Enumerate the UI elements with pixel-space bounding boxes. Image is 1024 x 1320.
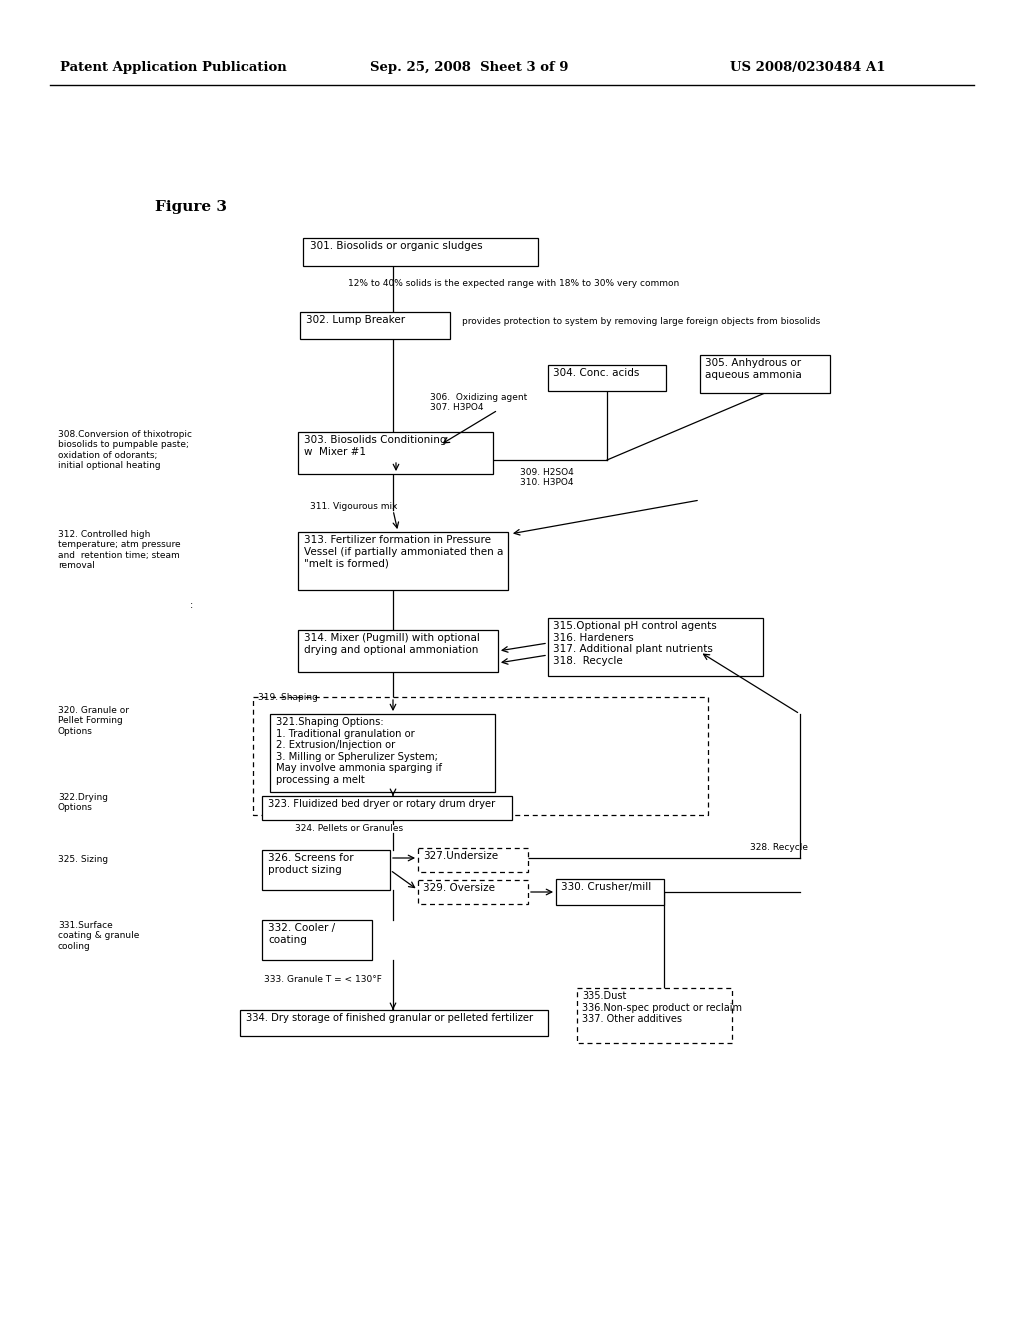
Bar (418, 880, 528, 904)
Bar (298, 630, 498, 672)
Text: 305. Anhydrous or
aqueous ammonia: 305. Anhydrous or aqueous ammonia (705, 358, 802, 380)
Text: 320. Granule or
Pellet Forming
Options: 320. Granule or Pellet Forming Options (58, 706, 129, 735)
Text: Sep. 25, 2008  Sheet 3 of 9: Sep. 25, 2008 Sheet 3 of 9 (370, 62, 568, 74)
Text: 322.Drying
Options: 322.Drying Options (58, 793, 108, 812)
Bar (556, 879, 664, 906)
Text: 330. Crusher/mill: 330. Crusher/mill (561, 882, 651, 892)
Text: 321.Shaping Options:
1. Traditional granulation or
2. Extrusion/Injection or
3. : 321.Shaping Options: 1. Traditional gran… (276, 717, 442, 785)
Bar (253, 697, 708, 814)
Bar (240, 1010, 548, 1036)
Text: 335.Dust
336.Non-spec product or reclaim
337. Other additives: 335.Dust 336.Non-spec product or reclaim… (582, 991, 742, 1024)
Text: 323. Fluidized bed dryer or rotary drum dryer: 323. Fluidized bed dryer or rotary drum … (268, 799, 496, 809)
Text: 309. H2SO4
310. H3PO4: 309. H2SO4 310. H3PO4 (520, 469, 573, 487)
Text: 306.  Oxidizing agent
307. H3PO4: 306. Oxidizing agent 307. H3PO4 (430, 393, 527, 412)
Text: 301. Biosolids or organic sludges: 301. Biosolids or organic sludges (310, 242, 482, 251)
Bar (298, 432, 493, 474)
Bar (418, 847, 528, 873)
Text: 315.Optional pH control agents
316. Hardeners
317. Additional plant nutrients
31: 315.Optional pH control agents 316. Hard… (553, 620, 717, 665)
Bar (577, 987, 732, 1043)
Bar (548, 618, 763, 676)
Bar (262, 920, 372, 960)
Text: 332. Cooler /
coating: 332. Cooler / coating (268, 923, 335, 945)
Text: 308.Conversion of thixotropic
biosolids to pumpable paste;
oxidation of odorants: 308.Conversion of thixotropic biosolids … (58, 430, 193, 470)
Text: 312. Controlled high
temperature; atm pressure
and  retention time; steam
remova: 312. Controlled high temperature; atm pr… (58, 531, 180, 570)
Bar (303, 238, 538, 267)
Text: 325. Sizing: 325. Sizing (58, 855, 109, 865)
Text: 331.Surface
coating & granule
cooling: 331.Surface coating & granule cooling (58, 921, 139, 950)
Text: 311. Vigourous mix: 311. Vigourous mix (310, 502, 397, 511)
Text: 324. Pellets or Granules: 324. Pellets or Granules (295, 824, 403, 833)
Text: 329. Oversize: 329. Oversize (423, 883, 495, 894)
Text: 333. Granule T = < 130°F: 333. Granule T = < 130°F (264, 975, 382, 983)
Bar (298, 532, 508, 590)
Text: Figure 3: Figure 3 (155, 201, 227, 214)
Text: 328. Recycle: 328. Recycle (750, 843, 808, 851)
Text: Patent Application Publication: Patent Application Publication (60, 62, 287, 74)
Text: 327.Undersize: 327.Undersize (423, 851, 498, 861)
Text: :: : (190, 601, 194, 610)
Bar (300, 312, 450, 339)
Text: 304. Conc. acids: 304. Conc. acids (553, 368, 639, 378)
Text: 334. Dry storage of finished granular or pelleted fertilizer: 334. Dry storage of finished granular or… (246, 1012, 534, 1023)
Text: 326. Screens for
product sizing: 326. Screens for product sizing (268, 853, 353, 875)
Text: provides protection to system by removing large foreign objects from biosolids: provides protection to system by removin… (462, 318, 820, 326)
Text: 303. Biosolids Conditioning
w  Mixer #1: 303. Biosolids Conditioning w Mixer #1 (304, 436, 446, 457)
Bar (548, 366, 666, 391)
Bar (700, 355, 830, 393)
Text: US 2008/0230484 A1: US 2008/0230484 A1 (730, 62, 886, 74)
Text: 12% to 40% solids is the expected range with 18% to 30% very common: 12% to 40% solids is the expected range … (348, 279, 679, 288)
Text: 302. Lump Breaker: 302. Lump Breaker (306, 315, 406, 325)
Text: 313. Fertilizer formation in Pressure
Vessel (if partially ammoniated then a
"me: 313. Fertilizer formation in Pressure Ve… (304, 535, 504, 568)
Bar (262, 796, 512, 820)
Bar (262, 850, 390, 890)
Bar (270, 714, 495, 792)
Text: 319. Shaping: 319. Shaping (258, 693, 317, 702)
Text: 314. Mixer (Pugmill) with optional
drying and optional ammoniation: 314. Mixer (Pugmill) with optional dryin… (304, 634, 480, 655)
